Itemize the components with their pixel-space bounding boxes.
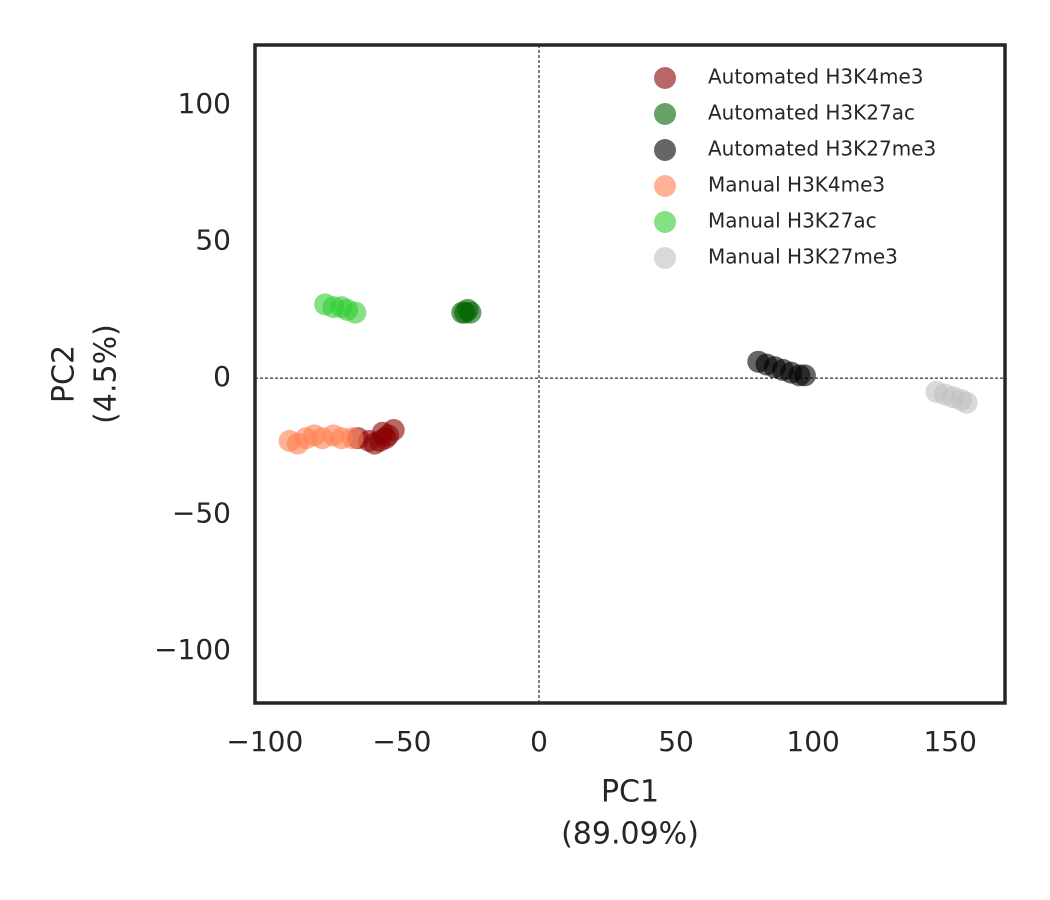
x-axis-label: (89.09%) [561, 817, 699, 852]
legend-label: Automated H3K27ac [708, 101, 915, 125]
legend-marker [654, 247, 676, 269]
y-tick-label: 0 [213, 360, 231, 393]
x-tick-label: −100 [226, 725, 303, 758]
x-tick-label: 50 [658, 725, 694, 758]
legend-marker [654, 139, 676, 161]
point [459, 301, 482, 324]
legend-label: Manual H3K27me3 [708, 245, 898, 269]
legend-marker [654, 211, 676, 233]
x-tick-label: 0 [530, 725, 548, 758]
legend-label: Manual H3K27ac [708, 209, 877, 233]
legend-label: Automated H3K4me3 [708, 65, 924, 89]
y-tick-label: −100 [154, 633, 231, 666]
legend-marker [654, 67, 676, 89]
y-axis-label-line: (4.5%) [89, 324, 124, 424]
y-tick-label: 100 [178, 87, 231, 120]
point [371, 421, 394, 444]
y-tick-label: −50 [172, 497, 231, 530]
y-axis-label: PC2 (4.5%) [47, 324, 124, 424]
point [793, 364, 816, 387]
point [341, 427, 364, 450]
legend-label: Manual H3K4me3 [708, 173, 885, 197]
x-axis-label: PC1 [601, 775, 659, 810]
legend-label: Automated H3K27me3 [708, 137, 936, 161]
y-tick-label: 50 [195, 224, 231, 257]
legend-marker [654, 175, 676, 197]
y-axis-label-line: PC2 [47, 345, 82, 403]
legend-marker [654, 103, 676, 125]
x-tick-label: −50 [372, 725, 431, 758]
point [955, 391, 978, 414]
x-tick-label: 150 [923, 725, 976, 758]
plot-frame [253, 43, 1007, 705]
point [344, 301, 367, 324]
x-tick-label: 100 [786, 725, 839, 758]
